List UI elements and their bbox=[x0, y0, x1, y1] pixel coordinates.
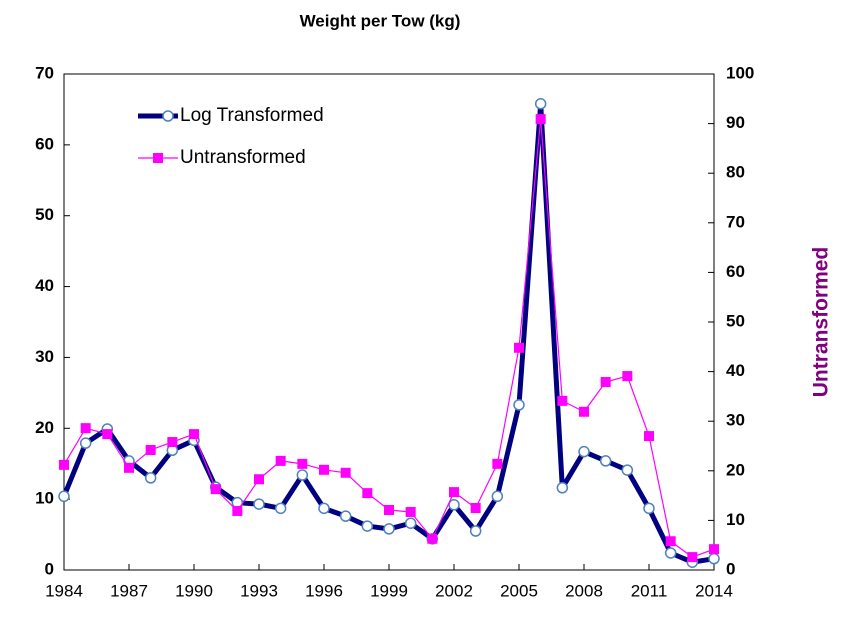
point bbox=[189, 429, 199, 440]
y2-axis-label: Untransformed bbox=[810, 247, 833, 398]
point bbox=[80, 423, 91, 434]
point bbox=[296, 469, 309, 481]
point bbox=[709, 544, 719, 555]
point bbox=[622, 371, 633, 382]
x-tick-label: 2014 bbox=[695, 581, 733, 600]
point bbox=[404, 517, 417, 529]
point bbox=[58, 490, 70, 503]
y2-tick-label: 70 bbox=[726, 212, 745, 231]
point bbox=[470, 503, 481, 513]
point bbox=[535, 114, 546, 125]
y2-tick-label: 80 bbox=[726, 163, 745, 182]
point bbox=[579, 406, 589, 417]
y-tick-label: 10 bbox=[35, 489, 54, 508]
point bbox=[534, 98, 547, 110]
point bbox=[599, 455, 612, 467]
y2-tick-label: 30 bbox=[726, 411, 745, 430]
point bbox=[319, 464, 329, 475]
y-tick-label: 40 bbox=[35, 276, 54, 295]
legend-marker bbox=[153, 153, 163, 163]
point bbox=[492, 458, 503, 469]
point bbox=[124, 462, 134, 473]
point bbox=[469, 525, 482, 537]
x-tick-label: 1999 bbox=[370, 581, 408, 600]
point bbox=[664, 547, 677, 559]
series-line bbox=[61, 101, 715, 565]
point bbox=[318, 502, 330, 515]
point bbox=[556, 482, 569, 494]
y2-tick-label: 50 bbox=[726, 311, 745, 330]
point bbox=[600, 377, 611, 388]
point bbox=[59, 459, 69, 470]
x-tick-label: 1990 bbox=[175, 581, 213, 600]
point bbox=[557, 395, 568, 406]
point bbox=[491, 490, 504, 503]
point bbox=[145, 444, 156, 455]
point bbox=[427, 533, 438, 544]
series-line bbox=[63, 118, 715, 558]
plot-frame bbox=[63, 73, 715, 571]
x-tick-label: 1993 bbox=[240, 581, 278, 600]
point bbox=[339, 510, 352, 522]
x-tick-label: 1996 bbox=[305, 581, 343, 600]
point bbox=[362, 488, 373, 499]
point bbox=[102, 429, 113, 440]
y-tick-label: 60 bbox=[35, 134, 54, 153]
point bbox=[514, 342, 524, 353]
point bbox=[643, 502, 655, 515]
point bbox=[449, 487, 459, 498]
point bbox=[644, 431, 654, 442]
point bbox=[384, 504, 394, 515]
point bbox=[340, 467, 351, 478]
point bbox=[383, 523, 395, 535]
x-tick-label: 2002 bbox=[435, 581, 473, 600]
point bbox=[405, 506, 416, 517]
point bbox=[210, 484, 221, 495]
y-tick-label: 20 bbox=[35, 418, 54, 437]
point bbox=[297, 458, 308, 469]
point bbox=[513, 399, 525, 411]
chart-title: Weight per Tow (kg) bbox=[300, 11, 461, 30]
x-tick-label: 1984 bbox=[45, 581, 83, 600]
point bbox=[79, 437, 92, 449]
x-tick-label: 2008 bbox=[565, 581, 603, 600]
point bbox=[144, 472, 157, 484]
point bbox=[621, 464, 634, 476]
x-tick-label: 2005 bbox=[500, 581, 538, 600]
legend-marker bbox=[162, 110, 174, 122]
point bbox=[232, 505, 243, 516]
point bbox=[448, 499, 460, 511]
point bbox=[708, 552, 720, 565]
point bbox=[274, 502, 287, 515]
y2-tick-label: 100 bbox=[726, 63, 754, 82]
legend-label: Log Transformed bbox=[180, 105, 324, 126]
y-tick-label: 70 bbox=[35, 63, 54, 82]
y2-tick-label: 20 bbox=[726, 460, 745, 479]
point bbox=[687, 552, 698, 563]
legend-label: Untransformed bbox=[180, 147, 306, 168]
y-tick-label: 30 bbox=[35, 347, 54, 366]
x-tick-label: 2011 bbox=[631, 581, 668, 600]
y-tick-label: 50 bbox=[35, 205, 54, 224]
point bbox=[254, 474, 264, 485]
point bbox=[361, 520, 374, 532]
y-tick-label: 0 bbox=[45, 559, 54, 578]
point bbox=[578, 445, 590, 458]
y2-tick-label: 0 bbox=[726, 559, 735, 578]
y2-tick-label: 40 bbox=[726, 361, 745, 380]
point bbox=[275, 455, 286, 466]
y2-tick-label: 60 bbox=[726, 262, 745, 281]
point bbox=[665, 536, 676, 547]
x-tick-label: 1987 bbox=[110, 581, 148, 600]
y2-tick-label: 90 bbox=[726, 113, 745, 132]
y2-tick-label: 10 bbox=[726, 510, 745, 529]
point bbox=[167, 437, 178, 448]
point bbox=[253, 498, 265, 510]
